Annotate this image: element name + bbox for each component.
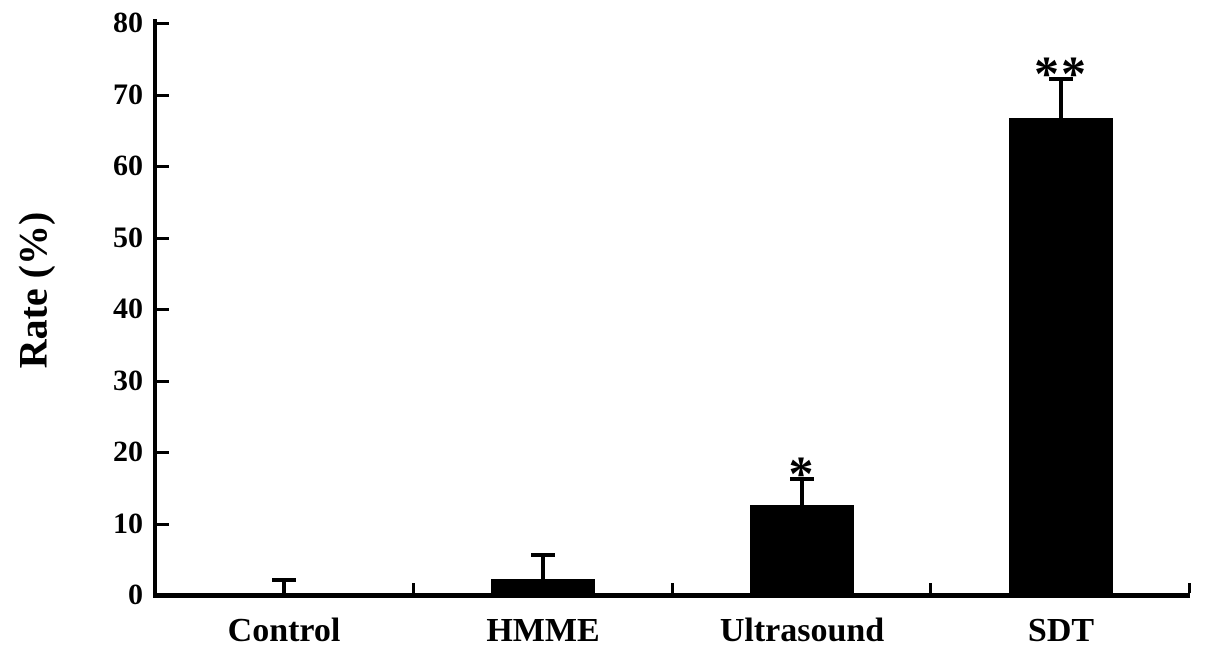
x-boundary-tick bbox=[929, 583, 932, 593]
y-tick bbox=[157, 379, 169, 383]
error-bar-stem bbox=[800, 478, 804, 505]
x-category-label: Control bbox=[227, 612, 341, 649]
y-tick-label: 40 bbox=[113, 292, 143, 325]
y-tick bbox=[157, 164, 169, 168]
y-tick-label: 0 bbox=[128, 578, 143, 611]
bar-hmme bbox=[491, 579, 595, 598]
y-tick-label: 80 bbox=[113, 6, 143, 39]
y-tick-label: 60 bbox=[113, 149, 143, 182]
error-bar-stem bbox=[1059, 78, 1063, 118]
significance-annotation: ** bbox=[1034, 45, 1088, 101]
error-bar-cap bbox=[531, 552, 555, 557]
error-bar-stem bbox=[282, 579, 286, 595]
y-axis-label: Rate (%) bbox=[10, 211, 56, 369]
y-tick-label: 70 bbox=[113, 78, 143, 111]
x-category-label: SDT bbox=[1027, 612, 1095, 649]
y-tick bbox=[157, 236, 169, 240]
y-tick bbox=[157, 307, 169, 311]
y-tick bbox=[157, 21, 169, 25]
error-bar-stem bbox=[541, 554, 545, 579]
error-bar-cap bbox=[272, 577, 296, 582]
x-axis-line bbox=[153, 593, 1190, 598]
y-tick-label: 50 bbox=[113, 221, 143, 254]
y-tick-label: 10 bbox=[113, 507, 143, 540]
x-boundary-tick bbox=[671, 583, 674, 593]
x-category-label: HMME bbox=[486, 612, 600, 649]
y-tick-label: 30 bbox=[113, 364, 143, 397]
y-axis-line bbox=[153, 19, 157, 598]
error-bar-cap bbox=[1049, 76, 1073, 81]
y-tick bbox=[157, 450, 169, 454]
x-boundary-tick bbox=[1188, 583, 1191, 593]
bar-ultrasound bbox=[750, 505, 854, 598]
y-tick bbox=[157, 93, 169, 97]
significance-annotation: * bbox=[788, 445, 816, 501]
y-tick-label: 20 bbox=[113, 435, 143, 468]
error-bar-cap bbox=[790, 476, 814, 481]
bar-sdt bbox=[1009, 118, 1113, 598]
x-category-label: Ultrasound bbox=[719, 612, 885, 649]
y-tick bbox=[157, 522, 169, 526]
x-boundary-tick bbox=[412, 583, 415, 593]
